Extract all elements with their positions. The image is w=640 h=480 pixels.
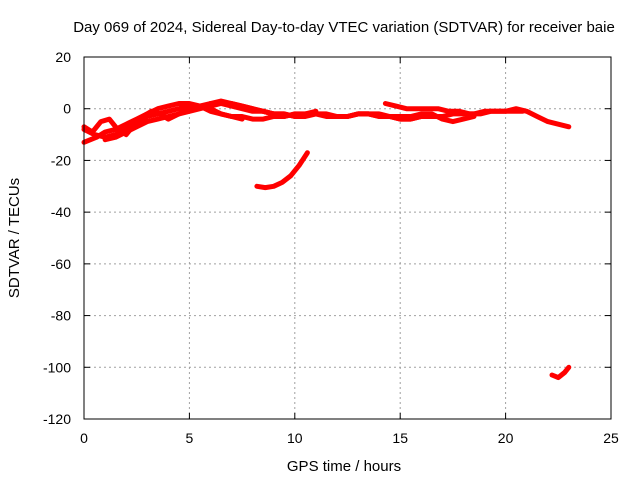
x-tick-label: 0 (80, 430, 88, 446)
x-tick-label: 15 (392, 430, 408, 446)
series-line-track-h (334, 111, 477, 125)
series-line-track-j (549, 364, 572, 381)
x-axis-label: GPS time / hours (287, 458, 401, 475)
x-tick-label: 10 (287, 430, 303, 446)
y-tick-label: -80 (51, 308, 71, 324)
axis-ticks: 0 5 10 15 20 25 20 0 -20 -40 -60 -80 -100 -120 (43, 49, 619, 446)
y-tick-label: -20 (51, 152, 71, 168)
x-tick-label: 25 (603, 430, 619, 446)
chart-title: Day 069 of 2024, Sidereal Day-to-day VTE… (73, 19, 615, 36)
series-line-track-i (254, 150, 310, 191)
y-tick-label: -120 (43, 411, 71, 427)
y-tick-label: 20 (55, 49, 71, 65)
y-axis-label: SDTVAR / TECUs (6, 178, 23, 298)
y-tick-label: -60 (51, 256, 71, 272)
series-line-track-g (382, 101, 525, 117)
y-tick-label: 0 (63, 101, 71, 117)
y-tick-label: -40 (51, 204, 71, 220)
y-tick-label: -100 (43, 359, 71, 375)
series-line-track-c (81, 103, 245, 138)
plot-frame (83, 56, 612, 420)
x-tick-label: 20 (498, 430, 514, 446)
series-group (81, 98, 572, 381)
x-tick-label: 5 (186, 430, 194, 446)
